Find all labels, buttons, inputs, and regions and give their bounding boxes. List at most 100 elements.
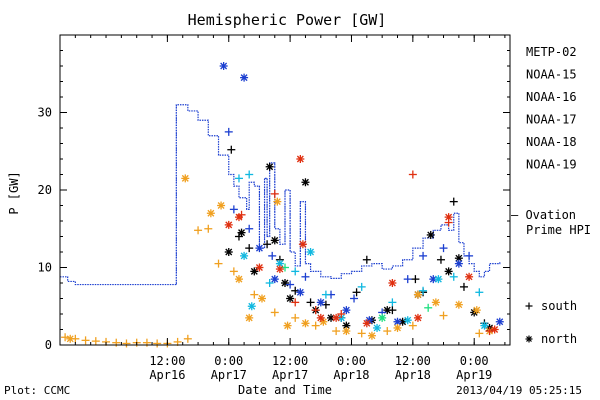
point-noaa-19-north [298, 240, 307, 249]
point-noaa-18-north [245, 313, 254, 322]
point-noaa-18-north [273, 197, 282, 206]
point-noaa-17-north [378, 313, 387, 322]
point-metp-02-south [306, 298, 315, 307]
legend-ovation-line2: Prime HPI [526, 223, 591, 237]
point-noaa-18-south [291, 313, 300, 322]
point-noaa-19-south [270, 189, 279, 198]
point-noaa-19-north [388, 279, 397, 287]
x-tick-label-date: Apr18 [395, 368, 431, 382]
point-metp-02-south [263, 240, 272, 249]
point-metp-02-north [286, 294, 295, 303]
symbol-key-label: south [541, 299, 577, 313]
point-noaa-15-south [465, 251, 474, 260]
point-noaa-15-north [240, 73, 249, 82]
y-axis-label: P [GW] [7, 171, 21, 214]
point-noaa-18-north [257, 294, 266, 303]
x-tick-label-date: Apr16 [149, 368, 185, 382]
point-noaa-15-south [224, 127, 233, 136]
point-metp-02-south [245, 244, 254, 253]
x-tick-label-time: 12:00 [395, 354, 431, 368]
point-noaa-18-south [204, 224, 213, 233]
point-noaa-16-north [373, 323, 382, 332]
point-metp-02-north [454, 254, 463, 263]
point-noaa-16-south [245, 170, 254, 179]
point-noaa-18-north [217, 201, 226, 210]
point-noaa-16-south [449, 272, 458, 281]
data-points [61, 62, 504, 348]
point-noaa-18-north [66, 334, 75, 343]
point-noaa-18-north [454, 300, 463, 309]
point-noaa-15-north [454, 259, 463, 268]
point-noaa-15-south [268, 251, 277, 260]
point-noaa-15-north [342, 306, 351, 315]
point-noaa-15-north [495, 317, 504, 326]
point-metp-02-south [459, 282, 468, 291]
y-tick-label: 20 [38, 183, 52, 197]
point-noaa-18-north [342, 327, 351, 336]
point-noaa-18-north [393, 323, 402, 332]
point-noaa-18-south [475, 329, 484, 338]
legend-entry-noaa-15: NOAA-15 [526, 68, 577, 82]
point-metp-02-north [265, 162, 274, 171]
legend-entry-noaa-16: NOAA-16 [526, 90, 577, 104]
point-noaa-15-north [296, 288, 305, 297]
x-tick-label-date: Apr18 [333, 368, 369, 382]
x-tick-label-time: 12:00 [272, 354, 308, 368]
point-noaa-15-north [270, 275, 279, 284]
point-noaa-18-north [181, 174, 190, 183]
point-noaa-16-north [247, 302, 256, 311]
point-noaa-18-north [367, 331, 376, 340]
point-noaa-19-south [291, 298, 300, 307]
point-metp-02-north [270, 236, 279, 245]
symbol-key-south [525, 302, 533, 310]
footer-timestamp: 2013/04/19 05:25:15 [456, 384, 582, 397]
point-noaa-16-south [419, 286, 428, 295]
point-metp-02-north [281, 279, 289, 287]
point-noaa-19-south [408, 170, 417, 179]
point-metp-02-north [224, 248, 233, 256]
point-noaa-16-north [434, 275, 443, 284]
point-noaa-19-north [444, 213, 453, 222]
point-metp-02-south [362, 255, 371, 264]
point-metp-02-north [237, 228, 246, 237]
point-noaa-19-south [337, 310, 346, 318]
point-noaa-15-north [219, 62, 228, 70]
point-noaa-15-south [403, 275, 412, 284]
point-noaa-18-north [413, 290, 422, 299]
point-noaa-18-south [194, 226, 203, 235]
x-tick-label-time: 0:00 [337, 354, 366, 368]
point-metp-02-north [250, 267, 259, 276]
point-metp-02-north [444, 267, 453, 276]
point-noaa-19-north [465, 272, 474, 281]
x-axis-label: Date and Time [238, 383, 332, 397]
point-noaa-19-south [311, 306, 320, 315]
point-noaa-16-north [306, 248, 315, 256]
point-noaa-19-north [275, 265, 284, 274]
point-noaa-15-south [350, 294, 359, 303]
x-tick-label-time: 0:00 [214, 354, 243, 368]
point-metp-02-north [426, 230, 435, 239]
point-noaa-15-south [245, 224, 254, 233]
point-noaa-18-south [153, 339, 162, 348]
legend-entry-noaa-19: NOAA-19 [526, 158, 577, 172]
point-noaa-19-north [332, 313, 341, 322]
point-metp-02-south [411, 275, 420, 284]
point-noaa-18-south [122, 339, 131, 348]
symbol-key-north [525, 335, 533, 343]
legend-ovation-line1: — Ovation [511, 208, 576, 222]
point-noaa-17-south [424, 303, 433, 312]
point-noaa-18-north [283, 321, 292, 330]
point-noaa-18-south [270, 308, 279, 317]
point-noaa-16-south [357, 282, 366, 291]
point-noaa-19-north [316, 313, 325, 322]
point-noaa-19-north [490, 325, 499, 334]
point-metp-02-north [327, 313, 336, 322]
point-noaa-19-north [234, 213, 243, 222]
point-noaa-16-south [388, 298, 397, 307]
point-noaa-15-south [301, 272, 310, 281]
point-noaa-15-south [286, 280, 295, 289]
point-noaa-18-north [431, 298, 440, 307]
point-noaa-18-south [332, 327, 341, 336]
axes: 010203012:00Apr160:00Apr1712:00Apr170:00… [38, 34, 511, 382]
legend-entry-noaa-17: NOAA-17 [526, 113, 577, 127]
